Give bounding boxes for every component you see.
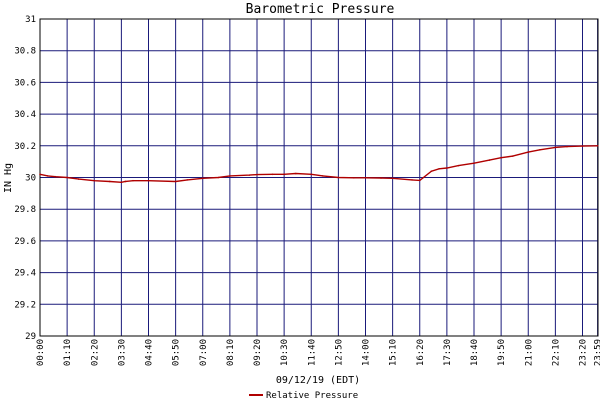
- x-tick-label: 02:20: [90, 339, 100, 366]
- y-tick-label: 30.4: [14, 110, 36, 120]
- data-point: [438, 167, 440, 170]
- data-point: [120, 181, 123, 184]
- legend: Relative Pressure: [249, 391, 358, 400]
- y-tick-label: 30: [25, 174, 36, 184]
- x-tick-label: 09:20: [253, 339, 263, 366]
- data-point: [353, 177, 355, 179]
- y-tick-label: 30.6: [14, 78, 36, 88]
- y-tick-label: 29.8: [14, 205, 36, 215]
- x-tick-label: 22:10: [551, 339, 561, 366]
- data-point: [201, 177, 204, 180]
- x-tick-label: 14:00: [362, 339, 372, 366]
- x-tick-label: 05:50: [172, 339, 182, 366]
- x-tick-label: 12:50: [334, 339, 344, 366]
- data-point: [217, 176, 220, 179]
- data-point: [539, 148, 541, 151]
- data-point: [271, 173, 274, 176]
- data-point: [457, 164, 460, 167]
- data-point: [66, 176, 68, 179]
- y-tick-label: 29.6: [14, 237, 36, 247]
- x-tick-label: 10:30: [280, 339, 290, 366]
- data-point: [488, 159, 491, 161]
- legend-label: Relative Pressure: [266, 391, 358, 400]
- x-tick-label: 11:40: [307, 339, 317, 366]
- x-tick-label: 17:30: [443, 339, 453, 366]
- data-point: [527, 151, 530, 153]
- x-tick-label: 03:30: [117, 339, 127, 366]
- plot-frame: [39, 18, 599, 337]
- data-point: [124, 180, 127, 183]
- x-tick-label: 04:40: [145, 339, 155, 366]
- data-point: [554, 146, 557, 149]
- x-tick-label: 01:10: [63, 339, 73, 366]
- data-point: [418, 179, 421, 182]
- chart-title: Barometric Pressure: [246, 2, 395, 17]
- series-layer: [39, 145, 599, 184]
- data-point: [446, 167, 448, 169]
- data-point: [283, 173, 285, 176]
- data-point: [256, 173, 258, 176]
- data-point: [54, 175, 57, 178]
- x-tick-label: 15:10: [389, 339, 399, 366]
- y-tick-label: 29.2: [14, 300, 36, 310]
- data-point: [380, 177, 382, 179]
- data-point: [132, 179, 134, 182]
- y-axis-ticks: 29 29.2 29.4 29.6 29.8 30 30.2 30.4 30.6 30.8 31: [14, 15, 36, 342]
- data-point: [93, 179, 96, 182]
- data-point: [229, 175, 231, 177]
- data-point: [500, 156, 502, 159]
- data-point: [322, 175, 324, 177]
- data-point: [174, 180, 177, 183]
- x-tick-label: 19:50: [497, 339, 507, 366]
- y-tick-label: 30.2: [14, 142, 36, 152]
- y-tick-label: 31: [25, 15, 36, 25]
- data-point: [566, 145, 568, 148]
- data-point: [596, 145, 599, 147]
- data-point: [473, 162, 475, 165]
- data-point: [46, 175, 49, 177]
- y-tick-label: 29.4: [14, 269, 36, 279]
- data-point: [77, 178, 80, 180]
- y-tick-label: 30.8: [14, 47, 36, 57]
- data-point: [364, 177, 367, 179]
- x-tick-label: 08:10: [226, 339, 236, 366]
- data-point: [411, 179, 413, 181]
- y-tick-label: 29: [25, 332, 36, 342]
- data-point: [147, 179, 150, 182]
- x-tick-label: 16:20: [416, 339, 426, 366]
- data-point: [186, 179, 189, 181]
- data-point: [108, 180, 111, 183]
- data-point: [310, 173, 313, 176]
- x-tick-label: 21:00: [524, 339, 534, 366]
- data-point: [248, 174, 251, 176]
- data-point: [430, 170, 433, 172]
- x-tick-label: 07:00: [199, 339, 209, 366]
- data-point: [294, 172, 297, 175]
- x-axis-ticks: 00:00 01:10 02:20 03:30 04:40 05:50 07:00 08:10…: [36, 339, 600, 366]
- y-axis-label: IN Hg: [3, 163, 14, 193]
- data-point: [511, 155, 514, 157]
- data-point: [581, 145, 584, 147]
- x-tick-label: 00:00: [36, 339, 46, 366]
- data-point: [391, 177, 394, 180]
- x-tick-label: 18:40: [470, 339, 480, 366]
- x-tick-label: 23:59: [594, 339, 600, 366]
- x-axis-label: 09/12/19 (EDT): [276, 375, 360, 386]
- x-tick-label: 23:20: [579, 339, 589, 366]
- data-point: [39, 173, 41, 176]
- data-point: [337, 176, 340, 179]
